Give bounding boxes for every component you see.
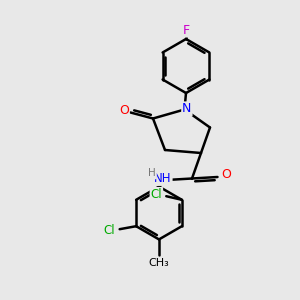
Text: F: F	[182, 23, 190, 37]
Text: O: O	[221, 168, 231, 181]
Text: Cl: Cl	[151, 188, 162, 201]
Text: NH: NH	[154, 172, 172, 185]
Text: H: H	[148, 168, 156, 178]
Text: Cl: Cl	[103, 224, 115, 237]
Text: O: O	[119, 103, 129, 117]
Text: N: N	[182, 102, 192, 116]
Text: CH₃: CH₃	[148, 258, 170, 268]
